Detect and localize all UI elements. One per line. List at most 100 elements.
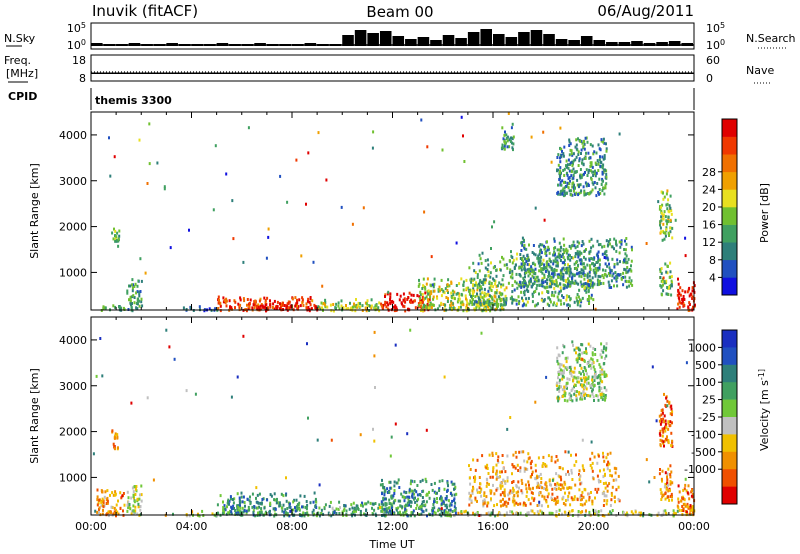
range-gate-cell [438,487,441,491]
range-gate-cell [114,234,116,238]
range-gate-cell [580,148,583,152]
range-gate-cell [583,380,586,384]
range-gate-cell [440,288,443,291]
range-gate-cell [411,495,414,499]
range-gate-cell [551,492,554,496]
range-gate-cell [426,277,429,281]
range-gate-cell [572,379,575,383]
range-gate-cell [253,306,256,309]
range-gate-cell [198,514,201,518]
range-gate-cell [478,306,481,310]
range-gate-cell [573,281,576,285]
range-gate-cell [598,480,600,484]
range-gate-cell [573,273,576,277]
range-gate-cell [669,482,672,486]
range-gate-cell [413,488,416,492]
range-gate-cell [539,250,541,254]
range-gate-cell [492,470,495,474]
range-gate-cell [563,286,566,290]
range-gate-cell [687,306,690,310]
range-gate-cell [586,274,589,278]
range-gate-cell [590,237,593,241]
range-gate-cell [384,510,387,514]
range-gate-cell [532,244,535,247]
range-gate-cell [421,292,424,296]
range-gate-cell [503,263,506,267]
range-gate-cell [669,420,672,424]
y-tick-label: 1000 [59,471,87,484]
range-gate-cell [537,257,540,261]
range-gate-cell [314,497,317,501]
range-gate-cell [212,208,215,212]
range-gate-cell [576,358,579,362]
range-gate-cell [100,500,103,504]
range-gate-cell [352,501,355,505]
range-gate-cell [136,512,139,516]
range-gate-cell [382,503,385,507]
range-gate-cell [272,507,275,511]
range-gate-cell [578,391,581,394]
range-gate-cell [606,452,609,456]
range-gate-cell [610,269,613,273]
noise-bar [292,44,304,46]
range-gate-cell [569,258,572,262]
range-gate-cell [307,151,310,155]
range-gate-cell [449,502,452,506]
range-gate-cell [136,497,139,501]
range-gate-cell [526,262,529,266]
range-gate-cell [560,302,563,306]
range-gate-cell [661,427,664,431]
range-gate-cell [454,485,457,489]
range-gate-cell [442,303,445,306]
range-gate-cell [484,281,487,285]
range-gate-cell [289,305,292,309]
range-gate-cell [571,153,574,157]
range-gate-cell [557,483,560,487]
range-gate-cell [379,506,381,509]
range-gate-cell [483,500,486,503]
range-gate-cell [392,300,395,304]
range-gate-cell [556,458,559,462]
range-gate-cell [565,164,567,168]
range-gate-cell [434,511,437,515]
range-gate-cell [559,249,562,253]
range-gate-cell [457,292,460,296]
range-gate-cell [581,438,584,442]
range-gate-cell [472,511,475,515]
range-gate-cell [113,155,116,159]
range-gate-cell [566,486,569,490]
range-gate-cell [567,450,570,454]
range-gate-cell [561,261,564,265]
noise-panel: 105 100 105 100 [67,21,725,53]
range-gate-cell [630,245,633,249]
range-gate-cell [579,482,582,486]
range-gate-cell [512,453,515,457]
range-gate-cell [559,271,562,275]
range-gate-cell [490,511,493,515]
range-gate-cell [608,469,611,473]
range-gate-cell [560,385,563,389]
colorbar-segment [722,364,737,383]
range-gate-cell [594,509,597,513]
noise-right-tick-bottom: 100 [706,38,725,53]
range-gate-cell [523,279,526,283]
range-gate-cell [556,248,559,252]
range-gate-cell [587,364,590,368]
range-gate-cell [559,483,562,487]
range-gate-cell [659,220,662,224]
range-gate-cell [581,240,584,243]
range-gate-cell [658,419,661,423]
range-gate-cell [219,494,222,498]
range-gate-cell [416,493,419,497]
range-gate-cell [247,307,250,311]
range-gate-cell [450,480,453,484]
range-gate-cell [300,514,303,518]
range-gate-cell [378,503,381,507]
noise-bar [204,44,216,46]
range-gate-cell [227,511,230,515]
range-gate-cell [587,377,590,381]
range-gate-cell [591,165,594,169]
range-gate-cell [103,495,106,499]
range-gate-cell [587,279,590,283]
